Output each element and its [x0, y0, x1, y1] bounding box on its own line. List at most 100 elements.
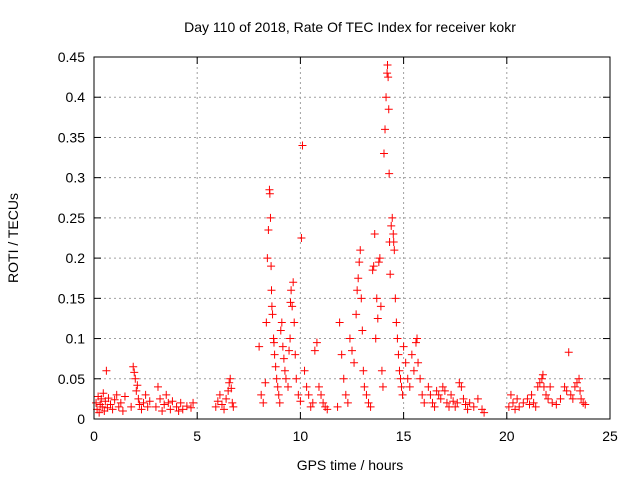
data-point [432, 386, 441, 395]
data-points [92, 61, 590, 417]
data-point [348, 346, 356, 355]
data-point [337, 350, 346, 359]
data-point [374, 258, 383, 267]
data-point [129, 362, 138, 371]
data-point [292, 374, 301, 383]
data-point [368, 266, 377, 275]
data-point [341, 390, 350, 399]
data-point [272, 374, 281, 383]
data-point [463, 405, 472, 414]
data-point [288, 302, 297, 311]
data-point [386, 270, 395, 279]
data-point [387, 221, 396, 230]
data-point [92, 398, 101, 407]
data-point [442, 398, 451, 407]
data-point [451, 402, 460, 411]
data-point [104, 394, 113, 403]
y-axis-label: ROTI / TECUs [5, 193, 21, 283]
data-point [108, 405, 117, 414]
data-point [310, 346, 319, 355]
data-point [120, 392, 129, 401]
data-point [356, 246, 365, 255]
data-point [255, 342, 264, 351]
data-point [504, 402, 513, 411]
data-point [158, 406, 167, 415]
data-point [134, 394, 143, 403]
data-point [162, 390, 171, 399]
data-point [297, 234, 306, 242]
data-point [506, 390, 515, 399]
data-point [178, 405, 187, 414]
data-point [95, 408, 104, 417]
data-point [106, 400, 115, 409]
data-point [266, 213, 275, 222]
data-point [581, 400, 590, 409]
data-point [222, 394, 231, 403]
data-point [274, 390, 283, 399]
data-point [98, 402, 107, 411]
data-point [287, 286, 296, 295]
data-point [552, 400, 561, 409]
data-point [383, 69, 392, 78]
data-point [308, 398, 317, 407]
data-point [279, 354, 288, 363]
data-point [523, 394, 532, 403]
data-point [478, 405, 487, 414]
y-tick-label: 0.35 [58, 129, 85, 145]
data-point [375, 254, 384, 263]
data-point [360, 382, 369, 391]
data-point [459, 394, 468, 403]
data-point [519, 398, 528, 407]
data-point [291, 350, 300, 359]
x-axis-label: GPS time / hours [297, 457, 404, 473]
x-tick-label: 10 [293, 428, 309, 444]
data-point [143, 402, 152, 411]
data-point [217, 400, 226, 409]
data-point [403, 374, 412, 383]
data-point [455, 378, 464, 387]
data-point [141, 390, 150, 399]
data-point [535, 378, 544, 387]
data-point [261, 378, 270, 387]
data-point [110, 395, 119, 404]
data-point [130, 368, 139, 377]
data-point [564, 348, 573, 357]
data-point [156, 394, 165, 403]
data-point [381, 125, 390, 134]
data-point [511, 405, 520, 414]
data-point [139, 398, 148, 407]
data-point [538, 370, 547, 379]
data-point [379, 149, 388, 158]
data-point [447, 390, 456, 399]
data-point [294, 390, 303, 399]
data-point [568, 394, 577, 403]
data-point [393, 334, 402, 343]
data-point [114, 402, 123, 411]
data-point [434, 390, 443, 399]
data-point [168, 397, 177, 406]
data-point [174, 406, 183, 415]
data-point [306, 402, 315, 411]
data-point [513, 394, 522, 403]
data-point [176, 398, 185, 407]
data-point [127, 402, 136, 411]
data-point [226, 374, 235, 383]
data-point [384, 73, 393, 82]
data-point [398, 390, 407, 399]
data-point [269, 338, 278, 347]
data-point [570, 382, 579, 391]
data-point [372, 294, 381, 303]
data-point [525, 400, 534, 409]
data-point [270, 350, 279, 359]
data-point [267, 302, 276, 311]
data-point [273, 382, 282, 391]
data-point [289, 278, 298, 287]
y-tick-label: 0.3 [66, 170, 86, 186]
data-point [97, 394, 106, 403]
data-point [116, 398, 125, 407]
x-tick-label: 15 [396, 428, 412, 444]
data-point [160, 400, 169, 409]
data-point [453, 398, 462, 407]
data-point [414, 358, 423, 367]
data-point [213, 397, 222, 406]
